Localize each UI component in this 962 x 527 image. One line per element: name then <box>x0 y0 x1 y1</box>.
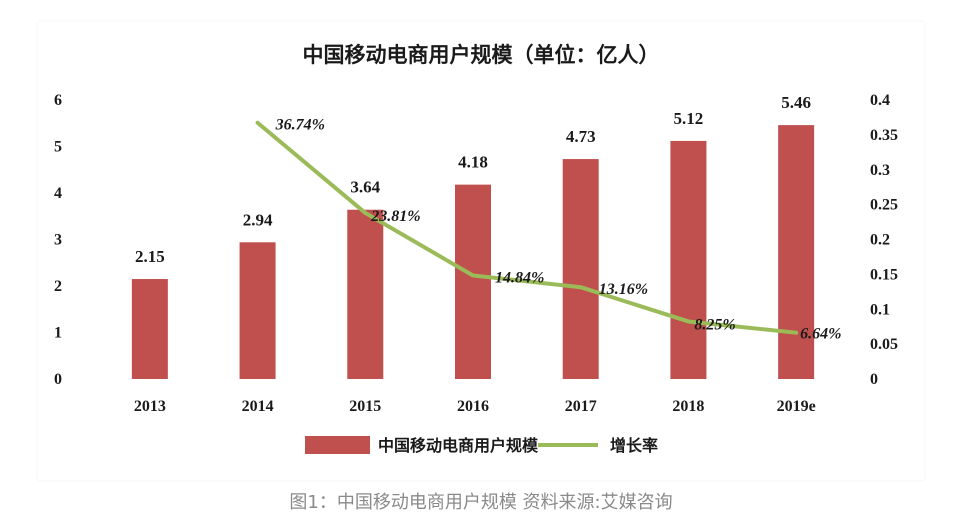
line-series <box>255 120 799 335</box>
y-tick-label: 4 <box>54 185 62 202</box>
y2-tick-label: 0.15 <box>870 266 898 283</box>
legend-bar-label: 中国移动电商用户规模 <box>378 436 539 455</box>
bar-data-label: 5.46 <box>781 93 811 112</box>
line-data-label: 6.64% <box>800 326 841 343</box>
y-tick-label: 5 <box>54 139 62 156</box>
y-tick-label: 0 <box>54 371 62 388</box>
bar <box>455 184 491 379</box>
y-tick-label: 3 <box>54 232 62 249</box>
x-tick-label: 2018 <box>672 398 704 415</box>
x-tick-label: 2014 <box>242 398 274 415</box>
bar-data-label: 5.12 <box>674 109 704 128</box>
bar <box>562 159 599 379</box>
y2-tick-label: 0.05 <box>870 336 898 353</box>
legend-line-label: 增长率 <box>610 436 658 455</box>
bar-data-label: 2.94 <box>243 210 273 229</box>
line-data-label: 13.16% <box>599 281 648 298</box>
x-tick-label: 2015 <box>349 398 381 415</box>
chart-title: 中国移动电商用户规模（单位：亿人） <box>303 42 660 67</box>
y-tick-label: 2 <box>54 278 62 295</box>
bar <box>347 209 384 379</box>
bar-data-label: 2.15 <box>135 247 165 266</box>
bar <box>131 279 168 379</box>
growth-rate-line <box>255 120 799 335</box>
y2-tick-label: 0.3 <box>870 162 890 179</box>
x-tick-label: 2013 <box>134 398 166 415</box>
y-axis-left: 0 1 2 3 4 5 6 <box>54 92 62 388</box>
y2-tick-label: 0.4 <box>870 92 890 109</box>
x-tick-label: 2019e <box>777 398 816 415</box>
y2-tick-label: 0.25 <box>870 197 898 214</box>
y2-tick-label: 0.2 <box>870 232 890 249</box>
chart-panel: 中国移动电商用户规模（单位：亿人） 0 1 2 3 4 5 6 0 0.05 0.1 0.15 0.… <box>38 22 924 480</box>
line-data-label: 23.81% <box>370 208 420 225</box>
bar-data-label: 3.64 <box>350 178 380 197</box>
bar-series <box>131 125 815 379</box>
line-data-label: 36.74% <box>275 117 325 134</box>
figure-caption: 图1：中国移动电商用户规模 资料来源:艾媒咨询 <box>289 492 673 513</box>
x-tick-label: 2016 <box>457 398 489 415</box>
bar <box>239 242 276 379</box>
y-axis-right: 0 0.05 0.1 0.15 0.2 0.25 0.3 0.35 0.4 <box>870 92 898 388</box>
y-tick-label: 6 <box>54 92 62 109</box>
line-data-labels: 36.74% 23.81% 14.84% 13.16% 8.25% 6.64% <box>275 117 842 343</box>
line-data-label: 14.84% <box>495 269 544 286</box>
legend: 中国移动电商用户规模 增长率 <box>305 436 658 455</box>
y2-tick-label: 0.1 <box>870 301 890 318</box>
x-tick-label: 2017 <box>565 398 597 415</box>
y-tick-label: 1 <box>54 325 62 342</box>
line-data-label: 8.25% <box>694 316 735 333</box>
y2-tick-label: 0 <box>870 371 878 388</box>
bar-data-label: 4.18 <box>458 153 488 172</box>
x-axis: 2013 2014 2015 2016 2017 2018 2019e <box>134 398 816 415</box>
bar <box>670 140 707 379</box>
bar-data-label: 4.73 <box>566 127 596 146</box>
bar <box>778 125 815 379</box>
y2-tick-label: 0.35 <box>870 127 898 144</box>
legend-bar-swatch <box>305 436 370 454</box>
chart-svg: 中国移动电商用户规模（单位：亿人） 0 1 2 3 4 5 6 0 0.05 0.1 0.15 0.… <box>54 42 898 455</box>
bar-data-labels: 2.15 2.94 3.64 4.18 4.73 5.12 5.46 <box>135 93 811 266</box>
